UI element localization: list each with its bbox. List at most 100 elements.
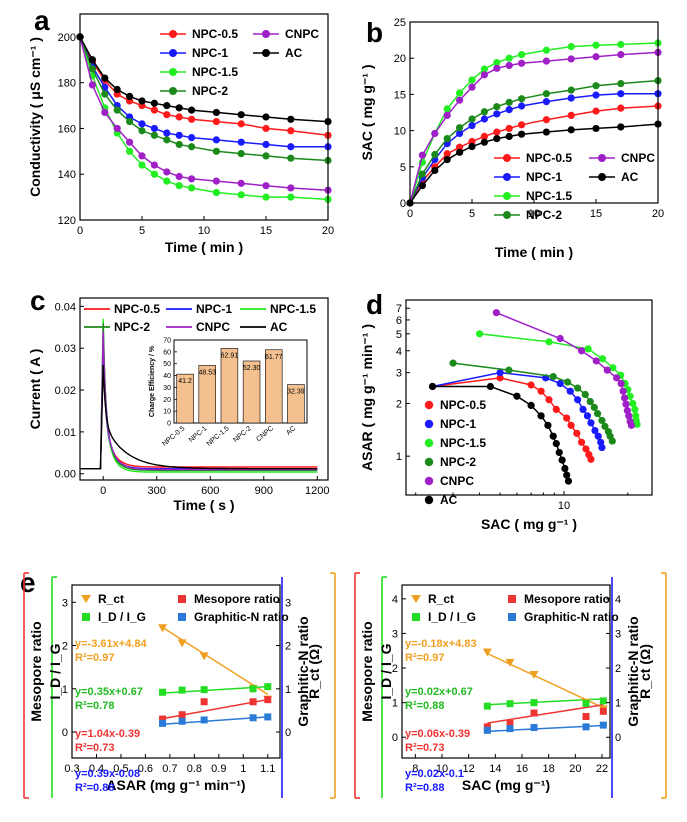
series-b-cnpc-point	[456, 96, 464, 104]
inset-category-label: NPC-1	[188, 425, 209, 444]
inset-bar	[265, 349, 283, 424]
series-d-ac-point	[564, 477, 573, 485]
chart-b-npc-15-legend-marker	[503, 192, 511, 200]
series-b-cnpc-point	[505, 61, 513, 70]
legend-marker	[178, 595, 186, 603]
series-d-npc-2-point	[593, 410, 602, 418]
chart-d-frame	[405, 299, 653, 496]
chart-e-ytick-label: 1	[62, 684, 68, 696]
panel-letter-e: e	[20, 567, 36, 598]
fit-equation: y=-0.18x+4.83	[405, 638, 477, 650]
inset-bar	[220, 348, 239, 424]
series-ac-point	[163, 101, 171, 110]
series-d-npc-05-point	[563, 414, 571, 422]
chart-e-ytick-label: 2	[62, 641, 68, 653]
inset-bar-value: 41.2	[178, 378, 192, 385]
data-point	[530, 699, 538, 707]
series-d-ac-point	[561, 464, 569, 473]
series-npc-05-point	[188, 115, 196, 123]
data-point	[599, 697, 607, 705]
series-d-npc-15-point	[609, 364, 617, 372]
inset-bar	[242, 360, 261, 424]
series-b-npc-1-point	[493, 110, 501, 118]
series-b-npc-15-point	[617, 40, 625, 49]
data-point	[249, 685, 257, 693]
chart-b-npc-2-legend-marker	[503, 211, 511, 219]
series-d-npc-2-point	[574, 384, 582, 392]
legend-label: Mesopore ratio	[524, 592, 610, 606]
data-point	[482, 648, 492, 657]
chart-b-xlabel: Time ( min )	[495, 244, 573, 260]
series-npc-05-point	[287, 127, 295, 135]
series-ac-point	[88, 56, 96, 64]
series-b-cnpc-point	[480, 71, 488, 79]
inset-ylabel: Charge Efficiency / %	[149, 345, 156, 417]
chart-d-ytick-label: 7	[396, 303, 402, 315]
chart-c-legend-label: NPC-1.5	[270, 302, 316, 316]
chart-d-legend-label: NPC-2	[440, 455, 476, 469]
series-cnpc-point	[88, 81, 96, 89]
chart-d-legend-marker	[424, 457, 434, 467]
chart-d-legend-label: NPC-1	[440, 417, 476, 431]
series-d-cnpc-point	[627, 421, 636, 429]
series-npc-2-point	[150, 131, 158, 139]
legend-marker	[508, 613, 516, 621]
data-point	[506, 725, 514, 733]
series-d-ac-point	[537, 412, 545, 420]
series-cnpc-point	[126, 138, 134, 146]
data-point	[483, 726, 491, 734]
chart-a-ylabel: Conductivity ( μS cm⁻¹ )	[27, 37, 43, 197]
series-d-npc-05-point	[582, 445, 590, 453]
chart-a: 0 5 10 15 20 120 140 160 180 200 Time ( min ) Condu…	[27, 13, 334, 255]
series-cnpc-point	[150, 161, 158, 169]
chart-b-xtick-label: 10	[528, 208, 540, 220]
data-point	[200, 716, 208, 724]
series-d-npc-1-point	[579, 405, 587, 413]
fit-line	[162, 626, 269, 696]
chart-e-xtick-label: 0.6	[138, 763, 153, 775]
data-point	[506, 700, 514, 708]
chart-e-xtick-label: 10	[436, 763, 448, 775]
fit-equation: y=0.02x-0.1	[405, 768, 464, 780]
chart-a-cnpc-legend-marker	[262, 30, 270, 38]
chart-e-xtick-label: 0.7	[162, 763, 177, 775]
chart-c-xtick-label: 900	[255, 485, 273, 497]
series-npc-05-point	[262, 124, 270, 133]
chart-e-xtick-label: 0.8	[187, 763, 202, 775]
series-d-cnpc-point	[622, 400, 630, 408]
legend-marker	[508, 595, 516, 603]
inset-bar-value: 32.39	[287, 389, 305, 396]
chart-e-frame	[401, 584, 611, 759]
series-npc-2-point	[262, 152, 270, 160]
chart-c-ylabel: Current ( A )	[27, 349, 43, 430]
series-ac-point	[287, 115, 295, 123]
series-ac-point	[237, 111, 245, 119]
legend-marker	[82, 613, 90, 621]
series-b-ac-point	[431, 166, 439, 175]
series-npc-2-point	[287, 154, 295, 162]
series-d-npc-2-point	[598, 416, 606, 425]
idig-ylabel: I_D / I_G	[378, 643, 394, 699]
series-b-npc-2-point	[418, 170, 426, 178]
chart-a-ytick-label: 160	[58, 123, 76, 135]
chart-b-npc-05-legend-marker	[503, 154, 511, 162]
inset-ytick-label: 0	[167, 421, 171, 428]
chart-e-xtick-label: 22	[596, 763, 608, 775]
chart-a-ac-legend-label: AC	[285, 46, 303, 60]
series-b-npc-05-point	[456, 143, 464, 151]
chart-e-xtick-label: 1.1	[260, 763, 275, 775]
series-d-npc-05-point	[545, 396, 553, 404]
chart-a-npc-2-legend-marker	[169, 87, 177, 95]
series-ac-point	[188, 106, 196, 114]
series-b-ac-point	[617, 123, 625, 131]
series-b-npc-1-point	[505, 106, 513, 114]
series-d-ac-point	[486, 382, 495, 391]
data-point	[199, 652, 209, 661]
series-b-npc-1-point	[592, 91, 600, 99]
inset-category-label: AC	[285, 425, 297, 437]
series-npc-15-point	[175, 182, 183, 190]
fit-equation: y=0.39x-0.08	[75, 768, 140, 780]
chart-d-ytick-label: 4	[396, 346, 402, 358]
series-d-npc-2-point	[581, 390, 589, 399]
legend-label: R_ct	[428, 592, 454, 606]
